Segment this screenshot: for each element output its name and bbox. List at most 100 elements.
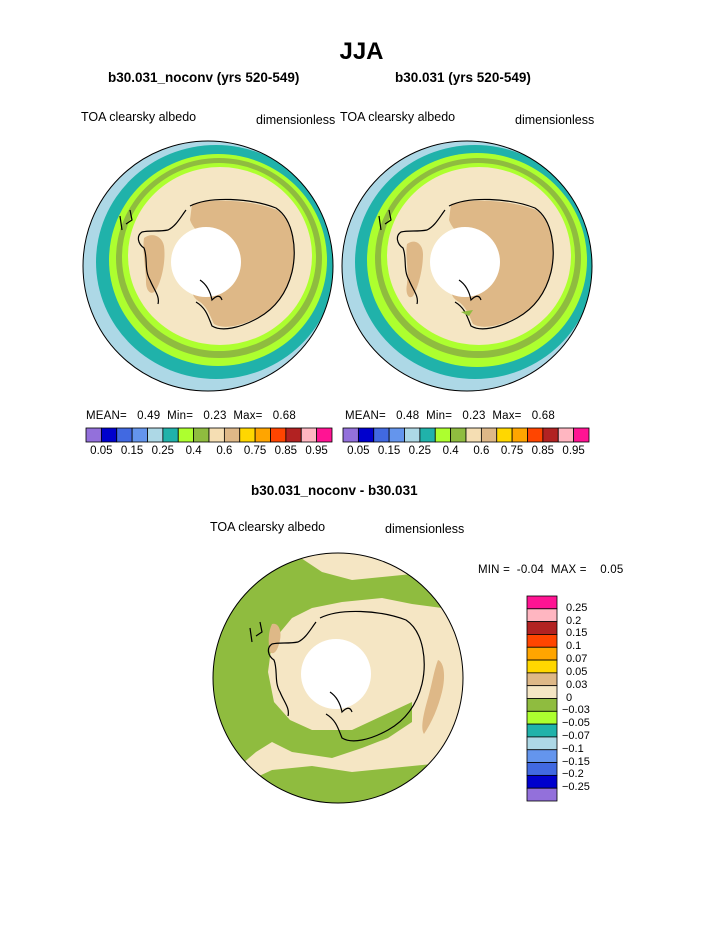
colorbar-tick-label: 0.95 — [562, 445, 585, 457]
colorbar-tick-label: 0.15 — [566, 627, 588, 640]
colorbar-box — [526, 685, 558, 699]
colorbar-box — [557, 427, 575, 443]
difference-minmax: MIN = -0.04 MAX = 0.05 — [478, 564, 624, 576]
colorbar-box — [131, 427, 148, 443]
colorbar-tick-label: −0.1 — [562, 742, 584, 755]
colorbar-box — [526, 762, 558, 776]
panel-2-stats: MEAN= 0.48 Min= 0.23 Max= 0.68 — [345, 410, 555, 422]
positive-region-west — [268, 623, 281, 654]
difference-title: b30.031_noconv - b30.031 — [251, 483, 418, 498]
colorbar-box — [465, 427, 482, 443]
panel-2-units-label: dimensionless — [515, 113, 595, 127]
vertical-colorbar — [526, 595, 558, 802]
colorbar-tick-label: 0.6 — [473, 445, 490, 457]
colorbar-box — [208, 427, 225, 443]
colorbar-box — [526, 672, 558, 687]
colorbar-tick-label: 0.25 — [408, 445, 432, 457]
colorbar-box — [419, 427, 436, 443]
colorbar-box — [239, 427, 256, 443]
colorbar-box — [511, 427, 528, 443]
panel-1-variable-label: TOA clearsky albedo — [81, 110, 197, 124]
colorbar-box — [147, 427, 164, 443]
colorbar-box — [373, 427, 390, 443]
colorbar-tick-label: 0.85 — [531, 445, 555, 457]
positive-region-east — [422, 660, 445, 734]
colorbar-box — [316, 427, 333, 443]
difference-variable-label: TOA clearsky albedo — [210, 520, 326, 534]
colorbar-tick-label: −0.07 — [562, 729, 590, 742]
colorbar-tick-label: −0.03 — [562, 704, 590, 717]
horizontal-colorbar-2-ticks: 0.05 0.15 0.25 0.4 0.6 0.75 0.85 0.95 — [343, 445, 589, 461]
colorbar-tick-label: 0.75 — [243, 445, 267, 457]
panel-1-stats: MEAN= 0.49 Min= 0.23 Max= 0.68 — [86, 410, 296, 422]
colorbar-box — [573, 427, 590, 443]
colorbar-tick-label: 0.95 — [305, 445, 328, 457]
colorbar-box — [450, 427, 467, 443]
colorbar-box — [404, 427, 421, 443]
colorbar-box — [526, 723, 558, 738]
colorbar-box — [526, 736, 558, 751]
ross-ice-shelf-coast — [199, 279, 223, 302]
colorbar-box — [526, 774, 558, 789]
pole-hole — [171, 227, 241, 297]
page-title: JJA — [339, 38, 384, 65]
colorbar-box — [254, 427, 271, 443]
coastline — [119, 198, 295, 330]
colorbar-tick-label: −0.15 — [562, 755, 590, 768]
colorbar-tick-label: 0.05 — [347, 445, 370, 457]
colorbar-box — [526, 621, 558, 635]
map-panel-1 — [82, 140, 334, 392]
colorbar-tick-label: 0.2 — [566, 614, 582, 627]
colorbar-tick-label: 0.15 — [377, 445, 401, 457]
colorbar-tick-label: 0.4 — [442, 445, 459, 457]
vertical-colorbar-ticks: 0.25 0.2 0.15 0.1 0.07 0.05 0.03 0 −0.03 −0.05 −0.… — [562, 596, 622, 801]
colorbar-box — [357, 427, 375, 443]
colorbar-tick-label: 0 — [566, 691, 573, 704]
colorbar-tick-label: 0.03 — [566, 678, 588, 691]
map-panel-2 — [341, 140, 593, 392]
colorbar-tick-label: −0.2 — [562, 768, 584, 781]
colorbar-tick-label: 0.25 — [151, 445, 175, 457]
colorbar-box — [285, 427, 302, 443]
negative-region-west — [213, 553, 463, 788]
colorbar-box — [526, 608, 558, 623]
colorbar-box — [526, 787, 558, 802]
difference-units-label: dimensionless — [385, 522, 465, 536]
colorbar-tick-label: 0.6 — [216, 445, 233, 457]
colorbar-tick-label: 0.07 — [566, 653, 588, 666]
panel-2-subtitle: b30.031 (yrs 520-549) — [395, 70, 531, 85]
colorbar-box — [100, 427, 118, 443]
horizontal-colorbar-1-ticks: 0.05 0.15 0.25 0.4 0.6 0.75 0.85 0.95 — [86, 445, 332, 461]
colorbar-box — [177, 427, 195, 443]
colorbar-tick-label: 0.05 — [90, 445, 113, 457]
colorbar-box — [526, 710, 558, 725]
colorbar-box — [342, 427, 359, 443]
colorbar-box — [434, 427, 452, 443]
colorbar-tick-label: 0.85 — [274, 445, 298, 457]
colorbar-box — [526, 646, 558, 661]
colorbar-box — [526, 595, 558, 610]
difference-map — [212, 552, 464, 804]
colorbar-tick-label: 0.75 — [500, 445, 524, 457]
colorbar-box — [223, 427, 241, 443]
colorbar-tick-label: 0.1 — [566, 640, 582, 653]
panel-1-units-label: dimensionless — [256, 113, 336, 127]
colorbar-box — [526, 698, 558, 712]
colorbar-box — [193, 427, 210, 443]
horizontal-colorbar-1 — [85, 427, 333, 443]
colorbar-box — [526, 749, 558, 763]
colorbar-tick-label: 0.25 — [566, 601, 588, 614]
panel-1-subtitle: b30.031_noconv (yrs 520-549) — [108, 70, 300, 85]
colorbar-box — [496, 427, 513, 443]
colorbar-box — [527, 427, 544, 443]
colorbar-box — [526, 634, 558, 648]
colorbar-tick-label: −0.25 — [562, 781, 590, 794]
colorbar-box — [300, 427, 318, 443]
colorbar-box — [480, 427, 498, 443]
colorbar-tick-label: 0.15 — [120, 445, 144, 457]
colorbar-box — [85, 427, 102, 443]
colorbar-tick-label: 0.05 — [566, 665, 588, 678]
colorbar-box — [162, 427, 179, 443]
colorbar-box — [388, 427, 405, 443]
panel-2-variable-label: TOA clearsky albedo — [340, 110, 456, 124]
